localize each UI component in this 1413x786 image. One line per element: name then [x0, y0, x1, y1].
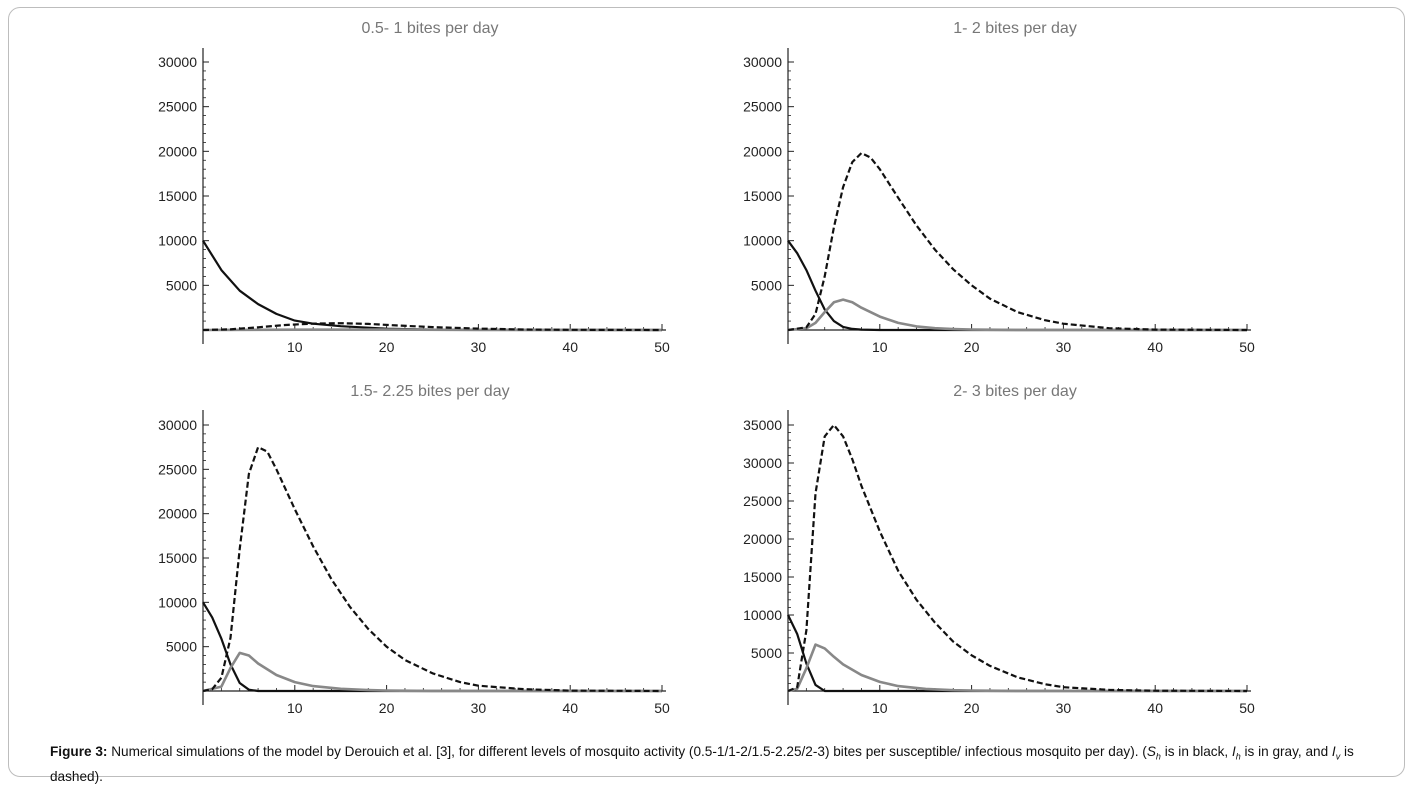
x-tick-label: 50: [654, 700, 670, 716]
y-tick-label: 35000: [743, 417, 782, 433]
y-tick-label: 10000: [743, 233, 782, 249]
x-tick-label: 30: [471, 339, 487, 355]
x-tick-label: 30: [1056, 700, 1072, 716]
y-tick-label: 20000: [158, 506, 197, 522]
x-tick-label: 50: [1239, 700, 1255, 716]
x-tick-label: 20: [379, 700, 395, 716]
series-line-Iv: [788, 153, 1247, 330]
y-tick-label: 5000: [751, 645, 782, 661]
x-tick-label: 50: [1239, 339, 1255, 355]
figure-caption: Figure 3: Numerical simulations of the m…: [50, 742, 1370, 786]
x-tick-label: 10: [287, 700, 303, 716]
y-tick-label: 5000: [166, 277, 197, 293]
y-tick-label: 10000: [743, 607, 782, 623]
caption-text: Numerical simulations of the model by De…: [111, 744, 1147, 759]
series-line-Iv: [788, 425, 1247, 691]
y-tick-label: 20000: [743, 531, 782, 547]
x-tick-label: 40: [562, 700, 578, 716]
y-tick-label: 15000: [743, 188, 782, 204]
y-tick-label: 10000: [158, 594, 197, 610]
y-tick-label: 30000: [743, 455, 782, 471]
x-tick-label: 10: [872, 339, 888, 355]
x-tick-label: 30: [471, 700, 487, 716]
y-tick-label: 25000: [158, 99, 197, 115]
x-tick-label: 50: [654, 339, 670, 355]
caption-mid2: is in gray, and: [1241, 744, 1332, 759]
series-line-Sh: [788, 615, 1247, 691]
y-tick-label: 20000: [158, 143, 197, 159]
series-line-Ih: [788, 300, 1247, 330]
series-line-Iv: [203, 447, 662, 691]
x-tick-label: 20: [379, 339, 395, 355]
x-tick-label: 40: [1147, 339, 1163, 355]
x-tick-label: 40: [562, 339, 578, 355]
y-tick-label: 30000: [158, 54, 197, 70]
y-tick-label: 15000: [158, 188, 197, 204]
x-tick-label: 10: [872, 700, 888, 716]
y-tick-label: 5000: [166, 639, 197, 655]
x-tick-label: 20: [964, 339, 980, 355]
caption-label: Figure 3:: [50, 744, 107, 759]
series-line-Sh: [203, 602, 662, 691]
x-tick-label: 20: [964, 700, 980, 716]
x-tick-label: 40: [1147, 700, 1163, 716]
y-tick-label: 20000: [743, 143, 782, 159]
y-tick-label: 25000: [743, 99, 782, 115]
series-line-Sh: [788, 241, 1247, 330]
y-tick-label: 15000: [158, 550, 197, 566]
y-tick-label: 25000: [743, 493, 782, 509]
y-tick-label: 30000: [158, 417, 197, 433]
x-tick-label: 30: [1056, 339, 1072, 355]
x-tick-label: 10: [287, 339, 303, 355]
y-tick-label: 15000: [743, 569, 782, 585]
series-line-Ih: [788, 645, 1247, 691]
y-tick-label: 10000: [158, 233, 197, 249]
y-tick-label: 25000: [158, 461, 197, 477]
caption-mid1: is in black,: [1161, 744, 1232, 759]
series-line-Sh: [203, 241, 662, 330]
y-tick-label: 30000: [743, 54, 782, 70]
y-tick-label: 5000: [751, 277, 782, 293]
caption-sh: S: [1147, 744, 1156, 759]
series-line-Ih: [203, 653, 662, 691]
